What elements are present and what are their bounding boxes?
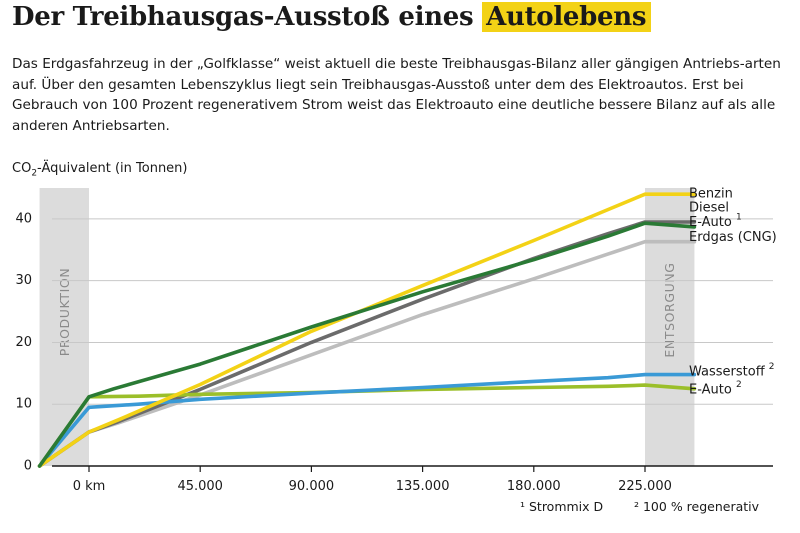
title-highlight: Autolebens bbox=[482, 2, 652, 32]
series-line bbox=[37, 383, 697, 468]
series-label-sup: 1 bbox=[736, 213, 742, 223]
x-tick-label: 135.000 bbox=[396, 479, 450, 494]
x-tick-label: 0 km bbox=[73, 479, 106, 494]
y-axis-label-sub: 2 bbox=[31, 168, 38, 179]
series-label: E-Auto 1 bbox=[689, 213, 742, 231]
x-tick-label: 225.000 bbox=[618, 479, 672, 494]
footnote-strommix: ¹ Strommix D bbox=[520, 499, 604, 514]
series-line bbox=[37, 221, 697, 468]
series-label-sup: 2 bbox=[769, 362, 775, 372]
chart-title: Der Treibhausgas-Ausstoß eines Autoleben… bbox=[12, 2, 652, 32]
series-line bbox=[37, 192, 697, 468]
footnote-regenerativ: ² 100 % regenerativ bbox=[634, 499, 760, 514]
y-tick-label: 30 bbox=[15, 273, 32, 288]
series-line bbox=[37, 372, 697, 468]
series-label-sup: 2 bbox=[736, 380, 742, 390]
series-line bbox=[37, 239, 697, 468]
y-tick-label: 20 bbox=[15, 335, 32, 350]
intro-text: Das Erdgasfahrzeug in der „Golfklasse“ w… bbox=[12, 56, 781, 134]
y-tick-label: 10 bbox=[15, 397, 32, 412]
y-axis-label-post: -Äquivalent (in Tonnen) bbox=[37, 161, 188, 176]
series-label: Benzin bbox=[689, 187, 733, 202]
phase-band-label: ENTSORGUNG bbox=[662, 262, 677, 357]
phase-band-label: PRODUKTION bbox=[57, 268, 72, 357]
y-axis-label: CO2-Äquivalent (in Tonnen) bbox=[12, 161, 188, 179]
y-axis-label-pre: CO bbox=[12, 161, 32, 176]
x-tick-label: 90.000 bbox=[289, 479, 335, 494]
y-tick-label: 40 bbox=[15, 211, 32, 226]
series-label: Erdgas (CNG) bbox=[689, 230, 777, 245]
x-tick-label: 45.000 bbox=[177, 479, 223, 494]
title-main: Der Treibhausgas-Ausstoß eines bbox=[12, 2, 474, 32]
y-tick-label: 0 bbox=[24, 459, 32, 474]
series-label: E-Auto 2 bbox=[689, 380, 742, 398]
phase-band-2 bbox=[645, 188, 695, 466]
x-tick-label: 180.000 bbox=[507, 479, 561, 494]
series-label: Diesel bbox=[689, 200, 729, 215]
series-label: Wasserstoff 2 bbox=[689, 362, 775, 380]
